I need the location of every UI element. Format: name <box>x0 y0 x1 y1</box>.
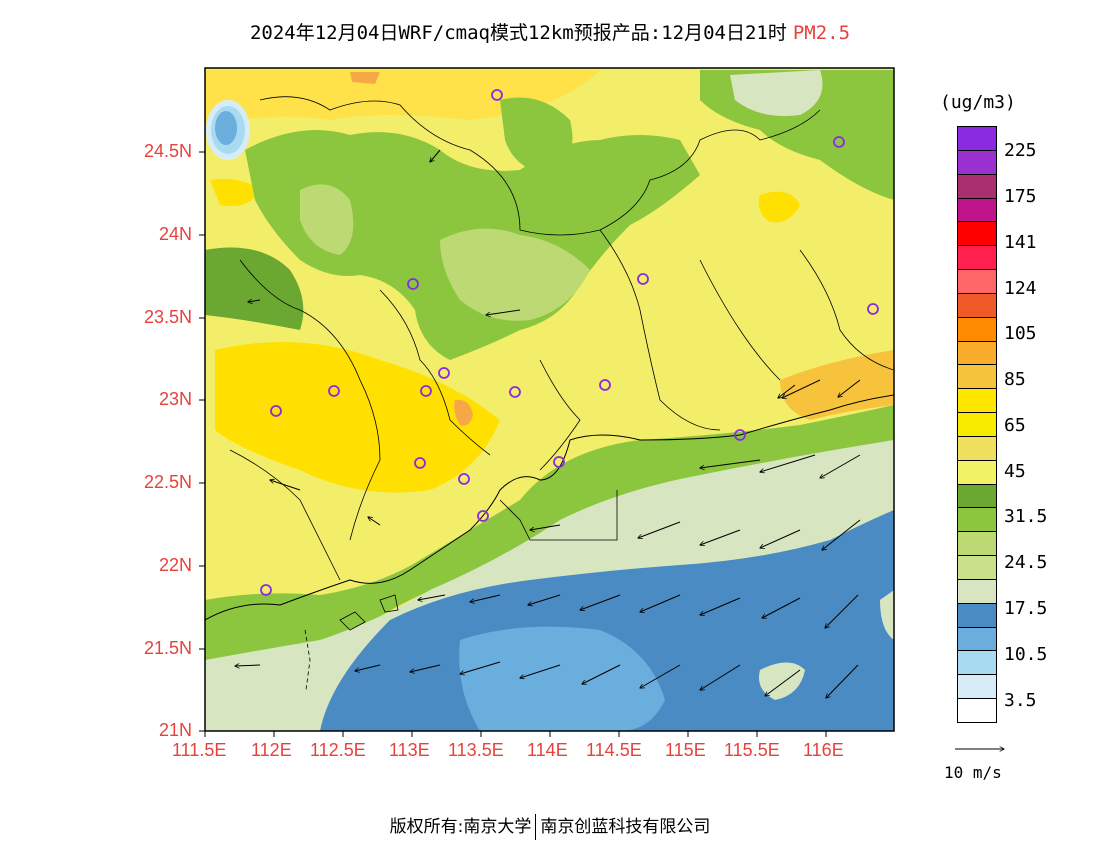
colorbar-label-124: 124 <box>1004 278 1037 299</box>
lon-label-112e: 112E <box>251 740 292 760</box>
colorbar-swatch <box>957 626 997 652</box>
colorbar-label-3-5: 3.5 <box>1004 690 1037 711</box>
colorbar-swatch <box>957 698 997 723</box>
colorbar-swatch <box>957 197 997 223</box>
lat-label-21-5n: 21.5N <box>143 638 192 658</box>
colorbar-swatch <box>957 459 997 485</box>
title-text: 2024年12月04日WRF/cmaq模式12km预报产品:12月04日21时 <box>249 22 787 44</box>
colorbar-swatch <box>957 602 997 628</box>
lon-label-115-5e: 115.5E <box>724 740 780 760</box>
colorbar-label-31-5: 31.5 <box>1004 506 1048 527</box>
colorbar-swatch <box>957 340 997 366</box>
lon-label-114e: 114E <box>527 740 568 760</box>
footer-divider <box>535 814 537 840</box>
colorbar-swatch <box>957 269 997 294</box>
pollutant-label: PM2.5 <box>792 22 851 44</box>
chart-title: 2024年12月04日WRF/cmaq模式12km预报产品:12月04日21时 P… <box>0 18 1100 45</box>
colorbar-swatch <box>957 149 997 175</box>
lat-label-22-5n: 22.5N <box>143 472 192 492</box>
lon-label-113-5e: 113.5E <box>448 740 504 760</box>
colorbar-swatch <box>957 245 997 271</box>
colorbar-swatch <box>957 650 997 676</box>
lon-label-115e: 115E <box>665 740 706 760</box>
colorbar-label-45: 45 <box>1004 461 1026 482</box>
colorbar-label-24-5: 24.5 <box>1004 552 1048 573</box>
colorbar-swatch <box>957 412 997 437</box>
copyright-footer: 版权所有:南京大学 南京创蓝科技有限公司 <box>0 812 1100 840</box>
colorbar-swatch <box>957 674 997 700</box>
colorbar-unit: (ug/m3) <box>940 92 1016 113</box>
colorbar-swatch <box>957 221 997 247</box>
lon-label-114-5e: 114.5E <box>586 740 642 760</box>
colorbar-swatch <box>957 483 997 509</box>
colorbar-label-105: 105 <box>1004 323 1037 344</box>
lat-label-23n: 23N <box>158 389 192 409</box>
colorbar-label-17-5: 17.5 <box>1004 598 1048 619</box>
lon-label-112-5e: 112.5E <box>310 740 366 760</box>
colorbar-label-225: 225 <box>1004 140 1037 161</box>
colorbar-swatch <box>957 364 997 390</box>
lon-label-111-5e: 111.5E <box>172 740 227 760</box>
colorbar-swatch <box>957 578 997 604</box>
lat-label-23-5n: 23.5N <box>143 307 192 327</box>
lon-label-113e: 113E <box>389 740 430 760</box>
colorbar-label-10-5: 10.5 <box>1004 644 1048 665</box>
lat-label-24n: 24N <box>158 224 192 244</box>
colorbar-swatch <box>957 435 997 461</box>
colorbar-label-175: 175 <box>1004 186 1037 207</box>
colorbar-label-85: 85 <box>1004 369 1026 390</box>
colorbar-swatch <box>957 126 997 151</box>
colorbar-swatch <box>957 555 997 580</box>
colorbar-swatch <box>957 292 997 318</box>
colorbar-swatch <box>957 507 997 533</box>
copyright-left: 版权所有:南京大学 <box>389 817 532 837</box>
lon-label-116e: 116E <box>803 740 844 760</box>
lat-label-24-5n: 24.5N <box>143 141 192 161</box>
colorbar-label-141: 141 <box>1004 232 1037 253</box>
lat-label-21n: 21N <box>158 720 192 740</box>
colorbar-swatch <box>957 316 997 342</box>
wind-reference-label: 10 m/s <box>944 763 1002 782</box>
colorbar-swatch <box>957 388 997 414</box>
colorbar-swatch <box>957 531 997 557</box>
copyright-right: 南京创蓝科技有限公司 <box>540 817 711 837</box>
pm25-field <box>205 68 894 731</box>
colorbar-swatch <box>957 173 997 199</box>
colorbar-label-65: 65 <box>1004 415 1026 436</box>
lat-label-22n: 22N <box>158 555 192 575</box>
